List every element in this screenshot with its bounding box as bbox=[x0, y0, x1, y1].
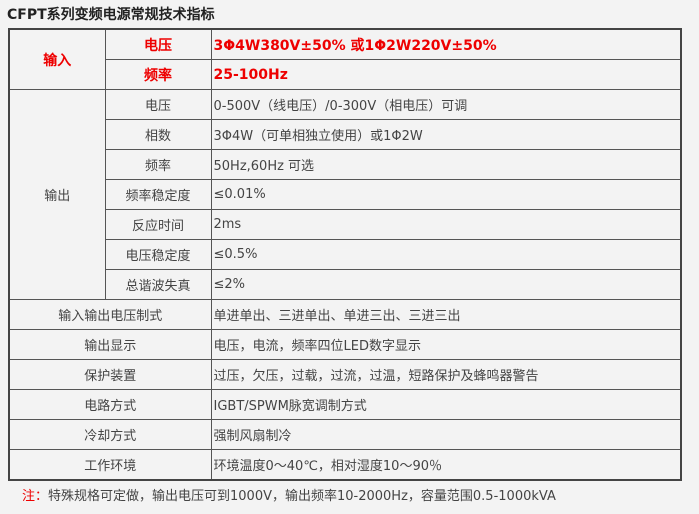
table-row: 相数 3Φ4W（可单相独立使用）或1Φ2W bbox=[9, 119, 682, 150]
output-label: 输出 bbox=[8, 89, 106, 300]
spec-value: 3Φ4W380V±50% 或1Φ2W220V±50% bbox=[210, 28, 682, 60]
table-row: 电路方式 IGBT/SPWM脉宽调制方式 bbox=[8, 389, 682, 420]
spec-value: 电压，电流，频率四位LED数字显示 bbox=[210, 329, 682, 360]
spec-name: 频率 bbox=[104, 149, 212, 180]
spec-value: 0-500V（线电压）/0-300V（相电压）可调 bbox=[210, 89, 682, 120]
spec-name: 输入输出电压制式 bbox=[8, 299, 212, 330]
table-row: 总谐波失真 ≤2% bbox=[9, 269, 682, 300]
table-row: 工作环境 环境温度0～40℃，相对湿度10～90％ bbox=[8, 449, 682, 481]
spec-name: 保护装置 bbox=[8, 359, 212, 390]
spec-name: 冷却方式 bbox=[8, 419, 212, 450]
spec-name: 总谐波失真 bbox=[104, 269, 212, 300]
table-row: 输入 电压 3Φ4W380V±50% 或1Φ2W220V±50% bbox=[8, 28, 682, 90]
spec-name: 频率 bbox=[104, 59, 212, 90]
spec-value: ≤0.01% bbox=[210, 179, 682, 210]
table-row: 输出 电压 0-500V（线电压）/0-300V（相电压）可调 bbox=[8, 89, 682, 300]
spec-value: 环境温度0～40℃，相对湿度10～90％ bbox=[210, 449, 682, 481]
table-row: 冷却方式 强制风扇制冷 bbox=[8, 419, 682, 450]
spec-table: 输入 电压 3Φ4W380V±50% 或1Φ2W220V±50% 频率 25-1… bbox=[8, 28, 682, 481]
spec-value: ≤2% bbox=[210, 269, 682, 300]
spec-value: ≤0.5% bbox=[210, 239, 682, 270]
spec-name: 电路方式 bbox=[8, 389, 212, 420]
spec-name: 电压 bbox=[104, 89, 212, 120]
spec-name: 频率稳定度 bbox=[104, 179, 212, 210]
spec-value: 3Φ4W（可单相独立使用）或1Φ2W bbox=[210, 119, 682, 150]
page-title: CFPT系列变频电源常规技术指标 bbox=[7, 7, 215, 23]
spec-value: 过压，欠压，过载，过流，过温，短路保护及蜂鸣器警告 bbox=[210, 359, 682, 390]
table-row: 输入输出电压制式 单进单出、三进单出、单进三出、三进三出 bbox=[8, 299, 682, 330]
spec-value: 25-100Hz bbox=[210, 59, 682, 90]
spec-value: 50Hz,60Hz 可选 bbox=[210, 149, 682, 180]
table-row: 频率 50Hz,60Hz 可选 bbox=[9, 149, 682, 180]
spec-name: 反应时间 bbox=[104, 209, 212, 240]
spec-value: IGBT/SPWM脉宽调制方式 bbox=[210, 389, 682, 420]
input-label: 输入 bbox=[8, 28, 106, 90]
spec-name: 工作环境 bbox=[8, 449, 212, 481]
table-row: 频率 25-100Hz bbox=[9, 59, 682, 90]
table-row: 电压稳定度 ≤0.5% bbox=[9, 239, 682, 270]
spec-name: 电压稳定度 bbox=[104, 239, 212, 270]
table-row: 保护装置 过压，欠压，过载，过流，过温，短路保护及蜂鸣器警告 bbox=[8, 359, 682, 390]
spec-name: 输出显示 bbox=[8, 329, 212, 360]
table-row: 反应时间 2ms bbox=[9, 209, 682, 240]
table-row: 输出显示 电压，电流，频率四位LED数字显示 bbox=[8, 329, 682, 360]
spec-name: 电压 bbox=[104, 28, 212, 60]
note-prefix: 注： bbox=[22, 489, 49, 504]
spec-value: 单进单出、三进单出、单进三出、三进三出 bbox=[210, 299, 682, 330]
table-row: 频率稳定度 ≤0.01% bbox=[9, 179, 682, 210]
spec-value: 强制风扇制冷 bbox=[210, 419, 682, 450]
spec-value: 2ms bbox=[210, 209, 682, 240]
note-text: 特殊规格可定做，输出电压可到1000V，输出频率10-2000Hz，容量范围0.… bbox=[48, 489, 556, 504]
footnote: 注：特殊规格可定做，输出电压可到1000V，输出频率10-2000Hz，容量范围… bbox=[22, 485, 556, 504]
spec-name: 相数 bbox=[104, 119, 212, 150]
